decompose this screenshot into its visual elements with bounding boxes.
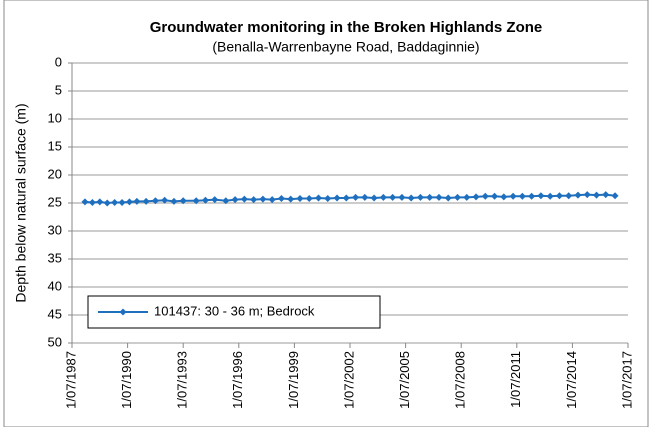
x-tick-label: 1/07/1996	[230, 351, 245, 409]
data-point	[528, 192, 536, 200]
x-tick-label: 1/07/1990	[119, 351, 134, 409]
data-point	[611, 192, 619, 200]
y-tick-label: 20	[48, 166, 62, 181]
y-tick-label: 45	[48, 306, 62, 321]
chart-subtitle: (Benalla-Warrenbayne Road, Baddaginnie)	[212, 39, 479, 55]
legend-marker	[119, 308, 127, 316]
data-point	[574, 191, 582, 199]
x-tick-label: 1/07/1993	[175, 351, 190, 409]
x-tick-label: 1/07/2014	[564, 351, 579, 409]
data-point	[444, 194, 452, 202]
chart-title: Groundwater monitoring in the Broken Hig…	[150, 19, 543, 36]
data-point	[592, 191, 600, 199]
data-point	[161, 196, 169, 204]
data-point	[463, 193, 471, 201]
y-tick-label: 0	[55, 54, 62, 69]
x-tick-label: 1/07/2008	[453, 351, 468, 409]
data-point	[201, 196, 209, 204]
data-point	[342, 194, 350, 202]
x-tick-label: 1/07/2005	[397, 351, 412, 409]
data-point	[151, 197, 159, 205]
data-point	[398, 193, 406, 201]
data-point	[305, 195, 313, 203]
data-point	[491, 192, 499, 200]
data-point	[407, 194, 415, 202]
data-point	[416, 193, 424, 201]
data-point	[296, 195, 304, 203]
data-point	[111, 198, 119, 206]
y-tick-label: 5	[55, 82, 62, 97]
data-point	[389, 193, 397, 201]
data-point	[453, 193, 461, 201]
data-point	[426, 193, 434, 201]
frame	[3, 0, 649, 427]
data-point	[222, 197, 230, 205]
x-tick-label: 1/07/2002	[341, 351, 356, 409]
data-point	[211, 196, 219, 204]
data-point	[509, 192, 517, 200]
x-tick-label: 1/07/2011	[508, 351, 523, 408]
data-point	[500, 193, 508, 201]
data-point	[361, 193, 369, 201]
data-point	[81, 198, 89, 206]
data-point	[583, 191, 591, 199]
data-point	[555, 192, 563, 200]
y-tick-label: 10	[48, 110, 62, 125]
y-tick-label: 15	[48, 138, 62, 153]
data-point	[170, 197, 178, 205]
data-point	[324, 195, 332, 203]
data-point	[352, 193, 360, 201]
data-point	[277, 195, 285, 203]
data-point	[179, 197, 187, 205]
x-tick-label: 1/07/1999	[286, 351, 301, 409]
data-point	[259, 195, 267, 203]
data-point	[333, 194, 341, 202]
y-tick-label: 30	[48, 222, 62, 237]
y-tick-label: 50	[48, 334, 62, 349]
data-point	[518, 192, 526, 200]
y-tick-label: 40	[48, 278, 62, 293]
data-point	[435, 193, 443, 201]
data-point	[481, 192, 489, 200]
data-point	[133, 197, 141, 205]
x-tick-label: 1/07/1987	[63, 351, 78, 409]
y-axis-label: Depth below natural surface (m)	[13, 103, 29, 302]
data-point	[125, 198, 133, 206]
data-point	[103, 199, 111, 207]
y-tick-label: 35	[48, 250, 62, 265]
data-point	[537, 192, 545, 200]
data-point	[88, 198, 96, 206]
data-point	[96, 198, 104, 206]
data-point	[565, 192, 573, 200]
data-point	[192, 197, 200, 205]
data-point	[240, 195, 248, 203]
data-point	[379, 193, 387, 201]
data-point	[602, 191, 610, 199]
data-point	[250, 196, 258, 204]
data-point	[118, 198, 126, 206]
y-tick-label: 25	[48, 194, 62, 209]
x-tick-label: 1/07/2017	[619, 351, 634, 409]
data-point	[314, 194, 322, 202]
data-point	[546, 192, 554, 200]
data-point	[268, 196, 276, 204]
data-point	[472, 193, 480, 201]
data-point	[287, 195, 295, 203]
data-point	[231, 196, 239, 204]
legend-label: 101437: 30 - 36 m; Bedrock	[154, 303, 315, 318]
data-point	[370, 194, 378, 202]
data-point	[142, 197, 150, 205]
